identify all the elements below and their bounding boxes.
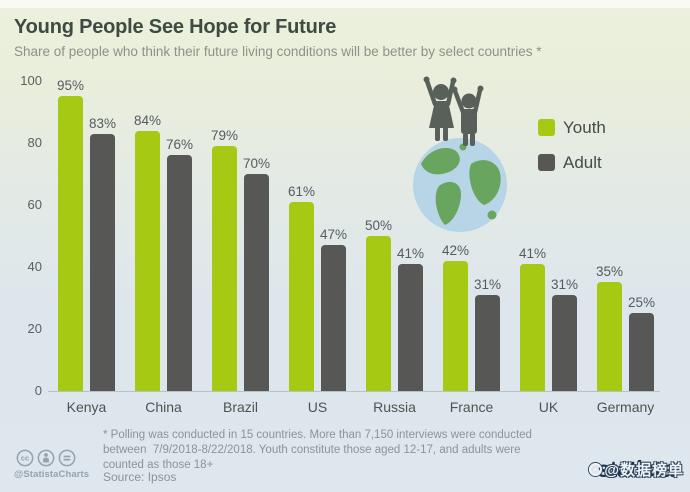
youth-bar-brazil — [212, 146, 237, 391]
youth-value-france: 42% — [441, 243, 470, 258]
youth-value-uk: 41% — [518, 246, 547, 261]
children-on-globe-illustration — [413, 76, 507, 232]
bar-group-china: 84% 76% China — [134, 81, 193, 415]
adult-bar-brazil — [244, 174, 269, 391]
bar-chart: 0 20 40 60 80 100 95% 83% Kenya 84% 76% China 79% 70… — [20, 73, 660, 415]
bar-group-kenya: 95% 83% Kenya — [57, 78, 116, 415]
svg-text:cc: cc — [21, 454, 30, 463]
adult-value-brazil: 70% — [242, 156, 271, 171]
cc-icon: cc — [16, 449, 34, 467]
adult-value-germany: 25% — [627, 295, 656, 310]
x-label-france: France — [449, 399, 494, 415]
y-tick-40: 40 — [27, 259, 42, 274]
youth-value-germany: 35% — [595, 264, 624, 279]
adult-bar-kenya — [90, 134, 115, 391]
adult-value-china: 76% — [165, 137, 194, 152]
weibo-watermark: @数据榜单 — [589, 459, 684, 480]
attribution-icon — [37, 449, 55, 467]
adult-swatch-icon — [538, 154, 555, 171]
legend-item-youth: Youth — [538, 117, 606, 137]
adult-bar-china — [167, 155, 192, 391]
y-tick-60: 60 — [27, 197, 42, 212]
y-tick-80: 80 — [27, 135, 42, 150]
chart-legend: Youth Adult — [538, 117, 606, 189]
weibo-watermark-text: @数据榜单 — [604, 462, 684, 479]
chart-subtitle: Share of people who think their future l… — [14, 44, 542, 59]
x-label-brazil: Brazil — [222, 399, 259, 415]
youth-value-russia: 50% — [364, 218, 393, 233]
x-label-russia: Russia — [373, 399, 416, 415]
page-title: Young People See Hope for Future — [14, 16, 337, 38]
y-tick-0: 0 — [34, 383, 42, 398]
legend-item-adult: Adult — [538, 152, 606, 172]
no-derivatives-icon — [58, 449, 76, 467]
youth-bar-china — [135, 131, 160, 391]
youth-value-china: 84% — [133, 113, 162, 128]
bar-group-russia: 50% 41% Russia — [365, 81, 424, 415]
adult-bar-russia — [398, 264, 423, 391]
weibo-eye-icon — [589, 463, 603, 476]
bar-group-uk: 41% 31% UK — [519, 81, 578, 415]
bar-group-germany: 35% 25% Germany — [596, 81, 655, 415]
adult-value-us: 47% — [319, 227, 348, 242]
youth-bar-kenya — [58, 96, 83, 391]
youth-bar-russia — [366, 236, 391, 391]
x-label-china: China — [145, 399, 182, 415]
statista-charts-handle: @StatistaCharts — [14, 469, 90, 480]
cc-license-icons: cc — [16, 449, 76, 467]
x-label-uk: UK — [538, 399, 559, 415]
youth-value-us: 61% — [287, 184, 316, 199]
bar-group-us: 61% 47% US — [288, 81, 347, 415]
adult-bar-germany — [629, 313, 654, 391]
youth-swatch-icon — [538, 119, 555, 136]
legend-label-adult: Adult — [563, 152, 602, 172]
source-label: Source: Ipsos — [103, 470, 177, 484]
youth-bar-germany — [597, 282, 622, 391]
y-tick-20: 20 — [27, 321, 42, 336]
youth-value-brazil: 79% — [210, 128, 239, 143]
legend-label-youth: Youth — [563, 117, 606, 137]
x-label-kenya: Kenya — [66, 399, 107, 415]
adult-value-uk: 31% — [550, 277, 579, 292]
adult-bar-us — [321, 245, 346, 391]
bar-group-brazil: 79% 70% Brazil — [211, 81, 270, 415]
adult-value-kenya: 83% — [88, 116, 117, 131]
youth-bar-france — [443, 261, 468, 391]
brand-area: statista @数据榜单 — [589, 456, 683, 483]
x-label-us: US — [307, 399, 328, 415]
adult-bar-france — [475, 295, 500, 391]
youth-value-kenya: 95% — [56, 78, 85, 93]
boy-silhouette — [451, 85, 484, 146]
youth-bar-us — [289, 202, 314, 391]
footnote: * Polling was conducted in 15 countries.… — [103, 429, 532, 471]
adult-bar-uk — [552, 295, 577, 391]
youth-bar-uk — [520, 264, 545, 391]
x-label-germany: Germany — [596, 399, 655, 415]
y-tick-100: 100 — [20, 73, 42, 88]
adult-value-russia: 41% — [396, 246, 425, 261]
statista-logo: statista — [597, 456, 674, 482]
adult-value-france: 31% — [473, 277, 502, 292]
top-strip — [0, 0, 690, 8]
bar-group-france: 42% 31% France — [442, 81, 501, 415]
girl-silhouette — [423, 76, 457, 141]
